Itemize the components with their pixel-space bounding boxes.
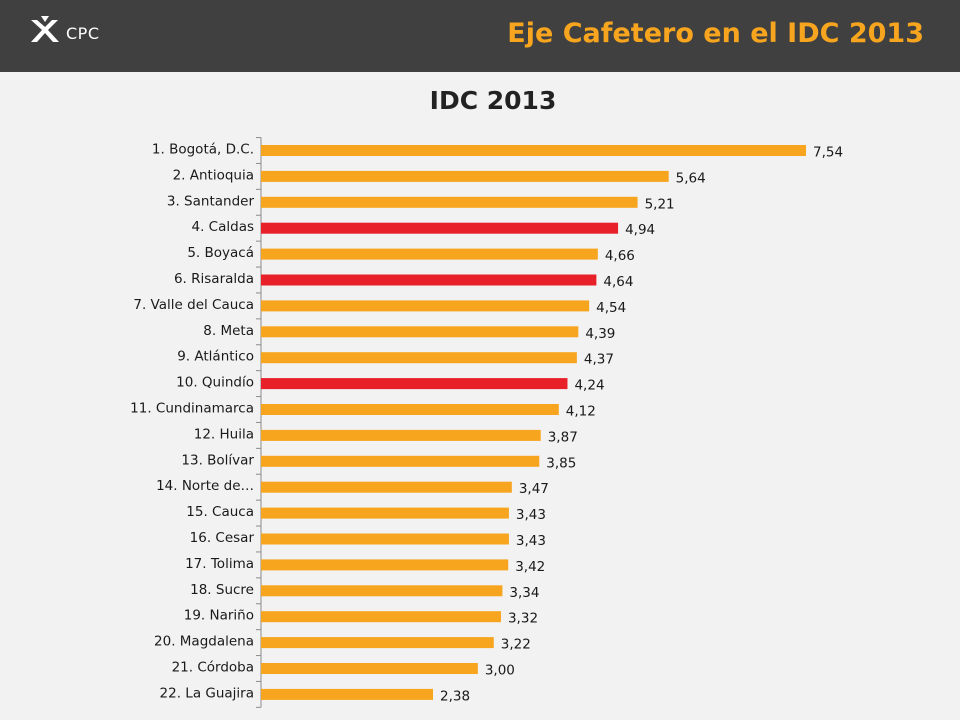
- data-label: 4,54: [596, 300, 626, 316]
- category-label: 21. Córdoba: [172, 660, 254, 676]
- category-label: 12. Huila: [194, 426, 254, 442]
- bar: [261, 326, 579, 338]
- bar: [261, 378, 568, 390]
- data-label: 3,43: [516, 533, 546, 549]
- category-label: 8. Meta: [203, 323, 254, 339]
- bar: [261, 145, 806, 156]
- data-label: 4,24: [574, 378, 604, 394]
- data-label: 4,39: [585, 326, 615, 342]
- data-label: 3,47: [519, 481, 549, 497]
- bar: [261, 404, 559, 415]
- bar: [261, 455, 540, 467]
- bar: [261, 507, 509, 519]
- category-label: 7. Valle del Cauca: [133, 297, 254, 313]
- chart-title: IDC 2013: [429, 86, 557, 115]
- category-label: 5. Boyacá: [187, 245, 254, 261]
- data-label: 3,00: [485, 663, 515, 679]
- data-label: 3,87: [548, 429, 578, 445]
- category-label: 9. Atlántico: [177, 349, 254, 365]
- bar: [261, 274, 597, 286]
- category-label: 1. Bogotá, D.C.: [152, 142, 254, 158]
- bar: [261, 688, 434, 700]
- bar: [261, 352, 577, 364]
- data-label: 4,64: [603, 274, 633, 290]
- category-label: 19. Nariño: [184, 608, 254, 624]
- category-label: 4. Caldas: [192, 219, 255, 235]
- category-label: 16. Cesar: [190, 530, 255, 546]
- header-bar: CPC Eje Cafetero en el IDC 2013: [0, 0, 960, 72]
- bar: [261, 663, 478, 674]
- data-label: 5,64: [676, 170, 706, 186]
- bar: [261, 222, 619, 234]
- category-label: 20. Magdalena: [154, 634, 254, 650]
- data-label: 4,12: [566, 404, 596, 420]
- logo-text: CPC: [66, 24, 100, 43]
- bar: [261, 481, 512, 493]
- bar: [261, 170, 669, 182]
- data-label: 3,32: [508, 611, 538, 627]
- category-label: 15. Cauca: [186, 504, 254, 520]
- bar: [261, 300, 590, 312]
- category-label: 22. La Guajira: [160, 685, 254, 701]
- bar: [261, 248, 598, 260]
- data-label: 3,43: [516, 507, 546, 523]
- bar: [261, 429, 541, 441]
- category-label: 17. Tolima: [185, 556, 254, 572]
- category-label: 18. Sucre: [190, 582, 254, 598]
- category-label: 13. Bolívar: [181, 452, 254, 468]
- category-label: 11. Cundinamarca: [130, 401, 254, 417]
- bar: [261, 196, 638, 208]
- category-label: 6. Risaralda: [174, 271, 254, 287]
- data-label: 3,22: [501, 637, 531, 653]
- data-label: 4,66: [605, 248, 635, 264]
- bar: [261, 611, 501, 623]
- category-label: 10. Quindío: [176, 375, 254, 391]
- category-label: 14. Norte de…: [156, 478, 254, 494]
- category-label: 2. Antioquia: [173, 167, 254, 183]
- bar: [261, 637, 494, 649]
- bar: [261, 533, 509, 545]
- category-label: 3. Santander: [167, 193, 255, 209]
- data-label: 3,34: [509, 585, 539, 601]
- data-label: 3,85: [546, 455, 576, 471]
- data-label: 7,54: [813, 145, 843, 161]
- slide-title: Eje Cafetero en el IDC 2013: [507, 18, 924, 49]
- bar: [261, 585, 503, 597]
- data-label: 5,21: [645, 196, 675, 212]
- data-label: 4,94: [625, 222, 655, 238]
- bar: [261, 559, 509, 571]
- cpc-logo-icon: [31, 16, 59, 42]
- data-label: 3,42: [515, 559, 545, 575]
- data-label: 2,38: [440, 688, 470, 704]
- data-label: 4,37: [584, 352, 614, 368]
